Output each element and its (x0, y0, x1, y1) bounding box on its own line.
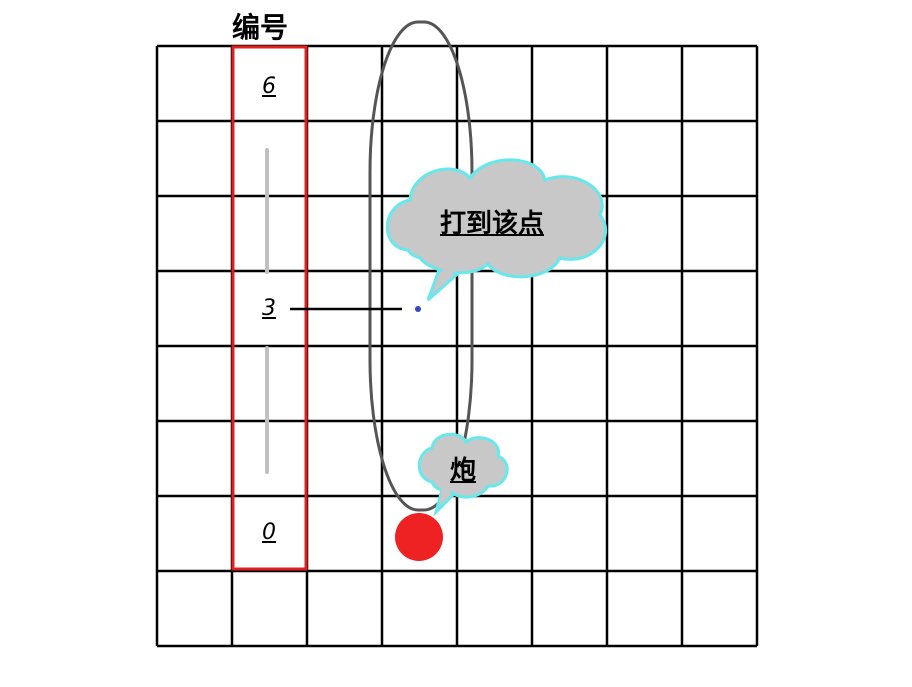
numbering-header: 编号 (232, 11, 289, 44)
row-number-middle: 3 (262, 296, 276, 321)
row-number-top: 6 (262, 74, 276, 99)
cannon-callout-text: 炮 (449, 456, 476, 486)
cannon-piece (395, 513, 443, 561)
board-grid (155, 44, 759, 648)
target-callout-cloud (385, 158, 608, 302)
cannon-callout-cloud (417, 432, 509, 518)
target-point (415, 306, 421, 312)
target-callout-text: 打到该点 (439, 209, 544, 239)
row-number-bottom: 0 (262, 520, 276, 545)
